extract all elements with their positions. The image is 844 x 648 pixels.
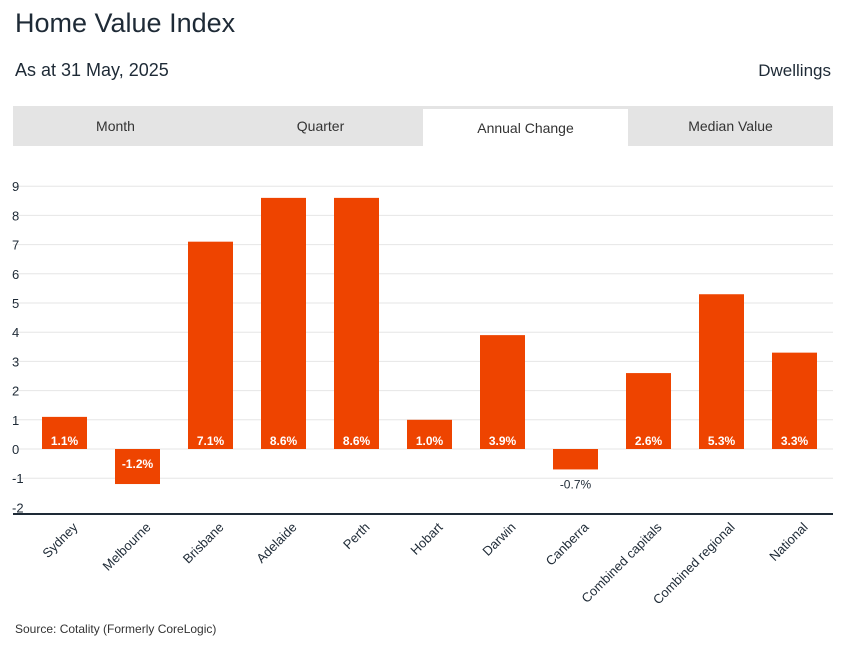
data-label: 1.0% (416, 434, 444, 448)
data-label: 3.9% (489, 434, 517, 448)
bar (188, 241, 233, 449)
bar-chart: 9 8 7 6 5 4 3 2 1 0 -1 -2 1.1% Sydney -1.2% Melbourne 7.… (12, 179, 833, 607)
x-tick-label: Melbourne (100, 520, 154, 574)
y-tick-label: -1 (12, 471, 24, 486)
date-subtitle: As at 31 May, 2025 (15, 60, 169, 80)
data-label: -1.2% (122, 457, 154, 471)
bar (42, 416, 87, 449)
bar (626, 373, 671, 449)
tab-annual-change[interactable]: Annual Change (423, 109, 628, 146)
bar (772, 352, 817, 449)
data-label: 5.3% (708, 434, 736, 448)
bar (553, 449, 598, 470)
tab-quarter[interactable]: Quarter (296, 118, 345, 134)
bar (261, 197, 306, 449)
x-tick-label: Combined regional (650, 519, 738, 607)
data-label: 3.3% (781, 434, 809, 448)
x-tick-label: Canberra (543, 519, 592, 568)
y-tick-label: 8 (12, 208, 19, 223)
x-tick-label: Combined capitals (578, 519, 665, 606)
bar (699, 294, 744, 449)
bar (115, 449, 160, 485)
data-label: 1.1% (51, 434, 79, 448)
x-tick-label: Darwin (479, 520, 518, 559)
source-note: Source: Cotality (Formerly CoreLogic) (15, 622, 217, 636)
y-tick-label: 4 (12, 325, 19, 340)
x-tick-label: Sydney (39, 519, 81, 561)
y-tick-label: 5 (12, 296, 19, 311)
y-tick-label: 2 (12, 384, 19, 399)
y-tick-label: 1 (12, 413, 19, 428)
x-tick-label: Adelaide (253, 520, 299, 566)
data-label: 2.6% (635, 434, 663, 448)
bar (407, 419, 452, 449)
data-label: 8.6% (270, 434, 298, 448)
y-tick-label: 0 (12, 442, 19, 457)
tab-median-value[interactable]: Median Value (688, 118, 773, 134)
data-label: 7.1% (197, 434, 225, 448)
y-tick-label: -2 (12, 500, 24, 515)
data-label: -0.7% (560, 477, 592, 491)
x-tick-label: Perth (340, 520, 373, 553)
bar (334, 197, 379, 449)
y-tick-label: 7 (12, 238, 19, 253)
y-tick-label: 9 (12, 179, 19, 194)
x-tick-label: Brisbane (180, 520, 227, 567)
bar (480, 335, 525, 449)
y-tick-label: 3 (12, 354, 19, 369)
y-tick-label: 6 (12, 267, 19, 282)
tab-bar: Month Quarter Annual Change Median Value (13, 106, 833, 146)
tab-month[interactable]: Month (96, 118, 135, 134)
dwellings-label: Dwellings (758, 61, 831, 80)
x-tick-label: Hobart (407, 519, 445, 557)
data-label: 8.6% (343, 434, 371, 448)
x-tick-label: National (766, 519, 810, 563)
page-title: Home Value Index (15, 8, 236, 38)
